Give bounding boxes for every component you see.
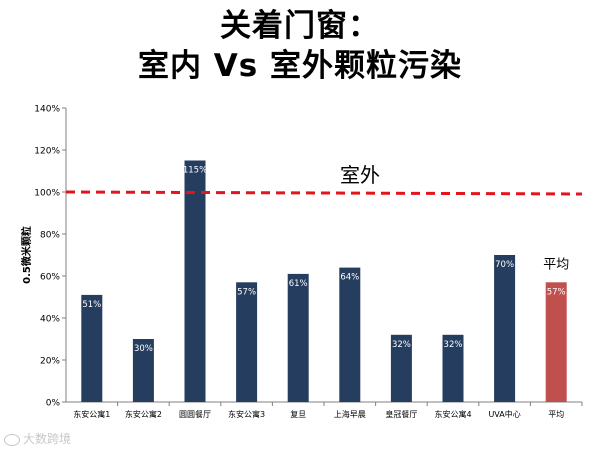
bar bbox=[339, 267, 361, 402]
chart-title-line-2: 室内 Vs 室外颗粒污染 bbox=[137, 48, 463, 84]
x-tick-label: 皇冠餐厅 bbox=[385, 409, 417, 419]
x-tick-label: 东安公寓3 bbox=[228, 409, 265, 419]
reference-line-outdoor bbox=[65, 190, 583, 196]
x-tick-label: 东安公寓4 bbox=[434, 409, 471, 419]
x-tick-label: UVA中心 bbox=[488, 409, 520, 419]
x-tick-label: 东安公寓2 bbox=[125, 409, 162, 419]
chart-title: 关着门窗： 室内 Vs 室外颗粒污染 bbox=[0, 6, 600, 86]
bar-data-label: 30% bbox=[134, 344, 153, 354]
y-tick-label: 40% bbox=[40, 315, 60, 325]
watermark: 大数跨境 bbox=[4, 430, 71, 447]
highlight-annotation: 平均 bbox=[543, 257, 569, 272]
bar-data-label: 32% bbox=[444, 340, 463, 350]
bar-data-label: 57% bbox=[237, 287, 256, 297]
bar-data-label: 115% bbox=[183, 166, 207, 176]
y-tick-label: 120% bbox=[34, 147, 60, 157]
y-tick-label: 100% bbox=[34, 189, 60, 199]
chart-title-line-1: 关着门窗： bbox=[220, 8, 380, 44]
watermark-logo-icon bbox=[4, 433, 20, 446]
bar-data-label: 57% bbox=[547, 287, 566, 297]
bar bbox=[81, 294, 103, 402]
y-tick-label: 0% bbox=[46, 399, 61, 409]
reference-line-label: 室外 bbox=[340, 163, 380, 187]
x-tick-label: 上海早晨 bbox=[334, 409, 366, 419]
bar bbox=[132, 339, 154, 402]
y-tick-label: 20% bbox=[40, 357, 60, 367]
bar bbox=[184, 160, 206, 402]
x-tick-label: 平均 bbox=[548, 409, 564, 419]
x-tick-label: 复旦 bbox=[290, 409, 306, 419]
bar bbox=[545, 282, 567, 402]
y-tick-label: 140% bbox=[34, 105, 60, 115]
y-axis-title: 0.5微米颗粒 bbox=[20, 226, 33, 284]
bar-data-label: 70% bbox=[495, 260, 514, 270]
bar bbox=[287, 273, 309, 402]
x-tick-label: 圆圆餐厅 bbox=[179, 410, 211, 419]
bar bbox=[442, 334, 464, 402]
bar bbox=[236, 282, 258, 402]
bar-data-label: 51% bbox=[82, 300, 101, 310]
bar-data-label: 32% bbox=[392, 340, 411, 350]
y-tick-label: 60% bbox=[40, 273, 60, 283]
y-tick-label: 80% bbox=[40, 231, 60, 241]
x-tick-label: 东安公寓1 bbox=[73, 409, 110, 419]
watermark-text: 大数跨境 bbox=[23, 432, 72, 446]
bar bbox=[494, 255, 516, 402]
bar bbox=[390, 334, 412, 402]
bar-data-label: 61% bbox=[289, 279, 308, 289]
bar-data-label: 64% bbox=[340, 273, 359, 283]
